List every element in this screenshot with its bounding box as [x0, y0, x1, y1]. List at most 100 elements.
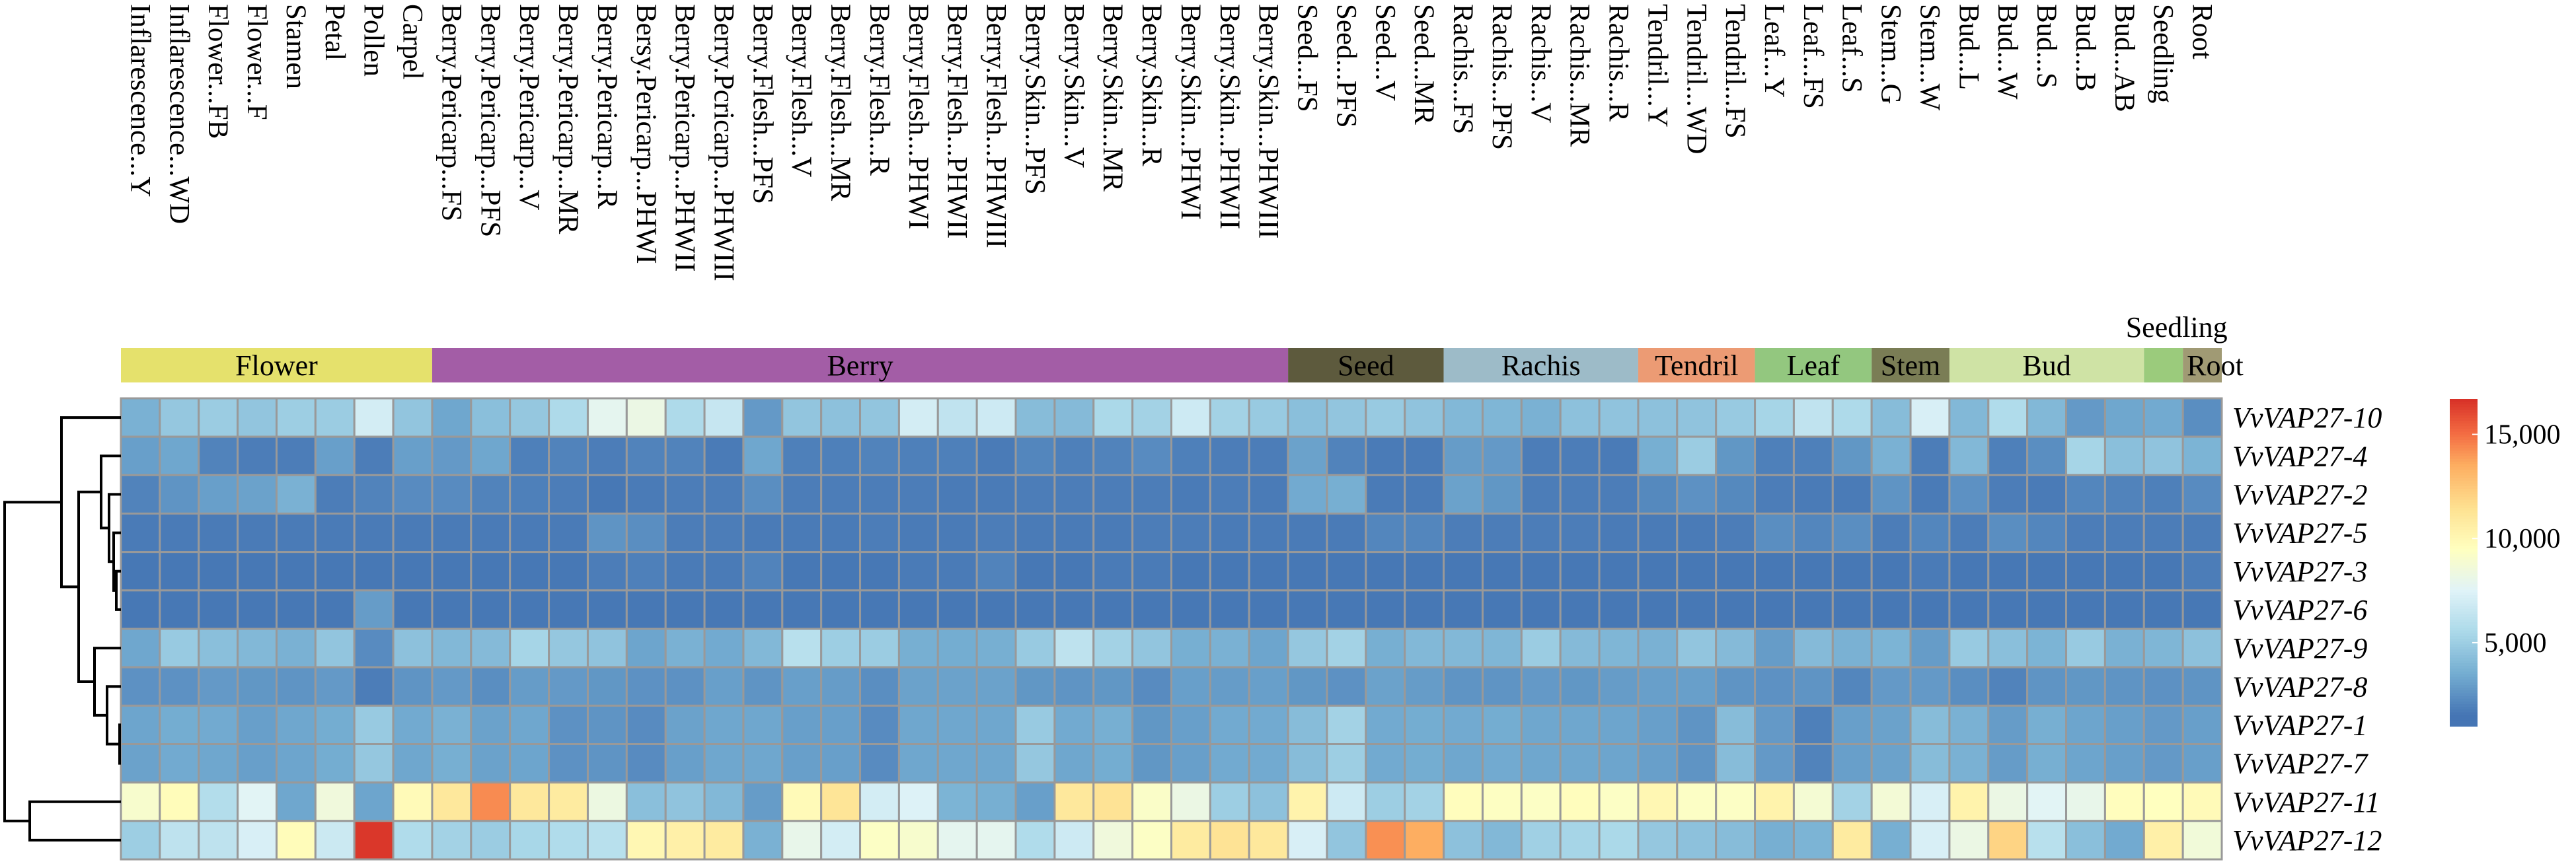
heatmap-cell: [1637, 704, 1679, 746]
colorbar-segment: [2450, 620, 2478, 624]
heatmap-cell: [314, 435, 356, 476]
heatmap-cell: [1754, 589, 1795, 630]
heatmap-cell: [742, 781, 784, 822]
heatmap-cell: [1559, 743, 1601, 784]
colorbar-segment: [2450, 715, 2478, 719]
heatmap-cell: [586, 666, 628, 707]
heatmap-cell: [897, 513, 939, 554]
heatmap-cell: [1131, 435, 1173, 476]
heatmap-cell: [1559, 513, 1601, 554]
heatmap-cell: [2103, 551, 2145, 592]
heatmap-cell: [1754, 666, 1795, 707]
heatmap-cell: [1792, 704, 1834, 746]
heatmap-cell: [353, 704, 395, 746]
heatmap-cell: [897, 474, 939, 515]
heatmap-cell: [1326, 743, 1367, 784]
column-label: Berry.Flesh...PHWIII: [981, 4, 1012, 248]
colorbar-segment: [2450, 513, 2478, 517]
colorbar-segment: [2450, 524, 2478, 528]
heatmap-cell: [1637, 397, 1679, 438]
heatmap-cell: [431, 704, 473, 746]
heatmap-cell: [1520, 820, 1562, 861]
heatmap-cell: [781, 435, 823, 476]
heatmap-cell: [198, 781, 239, 822]
heatmap-cell: [936, 666, 978, 707]
heatmap-cell: [1909, 628, 1951, 668]
colorbar-segment: [2450, 434, 2478, 438]
heatmap-cell: [742, 397, 784, 438]
heatmap-cell: [1715, 435, 1757, 476]
heatmap-cell: [1131, 704, 1173, 746]
heatmap-cell: [897, 589, 939, 630]
colorbar-tick-label: 5,000: [2484, 628, 2547, 659]
heatmap-cell: [1637, 435, 1679, 476]
column-label: Berry.Pericarp...PFS: [474, 4, 506, 237]
colorbar-segment: [2450, 516, 2478, 520]
heatmap-cell: [1326, 666, 1367, 707]
heatmap-cell: [742, 551, 784, 592]
heatmap-cell: [1715, 513, 1757, 554]
colorbar-segment: [2450, 704, 2478, 708]
heatmap-cell: [1326, 820, 1367, 861]
heatmap-cell: [2142, 743, 2184, 784]
colorbar-segment: [2450, 431, 2478, 435]
heatmap-cell: [470, 513, 511, 554]
column-label: Bud...S: [2031, 4, 2062, 89]
heatmap-cell: [1715, 551, 1757, 592]
heatmap-cell: [237, 666, 278, 707]
heatmap-cell: [314, 820, 356, 861]
colorbar-segment: [2450, 647, 2478, 651]
heatmap-cell: [975, 397, 1017, 438]
heatmap-cell: [1170, 628, 1211, 668]
heatmap-cell: [237, 397, 278, 438]
heatmap-cell: [431, 666, 473, 707]
group-label: Bud: [2022, 349, 2070, 382]
heatmap-cell: [237, 781, 278, 822]
column-label: Berry.Skin...R: [1136, 4, 1167, 166]
heatmap-cell: [1170, 704, 1211, 746]
heatmap-cell: [1365, 820, 1406, 861]
heatmap-cell: [1870, 551, 1912, 592]
heatmap-cell: [1209, 666, 1250, 707]
colorbar-tick-label: 15,000: [2484, 420, 2561, 450]
heatmap-cell: [1909, 704, 1951, 746]
heatmap-cell: [859, 743, 900, 784]
column-label: Seed...V: [1369, 4, 1400, 101]
colorbar-segment: [2450, 526, 2478, 530]
row-label: VvVAP27-10: [2232, 402, 2382, 434]
colorbar-segment: [2450, 663, 2478, 667]
colorbar-segment: [2450, 661, 2478, 665]
heatmap-cell: [859, 435, 900, 476]
heatmap-cell: [1520, 435, 1562, 476]
heatmap-cell: [1131, 666, 1173, 707]
heatmap-cell: [1404, 513, 1445, 554]
colorbar-segment: [2450, 402, 2478, 406]
heatmap-cell: [1870, 513, 1912, 554]
colorbar-segment: [2450, 570, 2478, 574]
heatmap-cell: [1637, 513, 1679, 554]
heatmap-cell: [1209, 743, 1250, 784]
column-label: Seed...PFS: [1330, 4, 1361, 128]
heatmap-cell: [586, 704, 628, 746]
colorbar-segment: [2450, 543, 2478, 547]
heatmap-cell: [2065, 820, 2106, 861]
heatmap-cell: [1987, 820, 2029, 861]
heatmap-cell: [1092, 397, 1134, 438]
heatmap-cell: [2026, 435, 2068, 476]
heatmap-cell: [1909, 474, 1951, 515]
column-label: Rachis...PFS: [1486, 4, 1517, 150]
heatmap-cell: [2181, 820, 2223, 861]
heatmap-cell: [1870, 435, 1912, 476]
heatmap-cell: [509, 551, 550, 592]
heatmap-cell: [1987, 628, 2029, 668]
heatmap-cell: [1365, 435, 1406, 476]
heatmap-cell: [781, 704, 823, 746]
colorbar-segment: [2450, 573, 2478, 577]
group-label: Rachis: [1501, 349, 1581, 382]
heatmap-cell: [509, 513, 550, 554]
heatmap-cell: [1598, 628, 1640, 668]
heatmap-cell: [2065, 743, 2106, 784]
heatmap-cell: [237, 820, 278, 861]
heatmap-cell: [198, 820, 239, 861]
heatmap-cell: [1715, 666, 1757, 707]
